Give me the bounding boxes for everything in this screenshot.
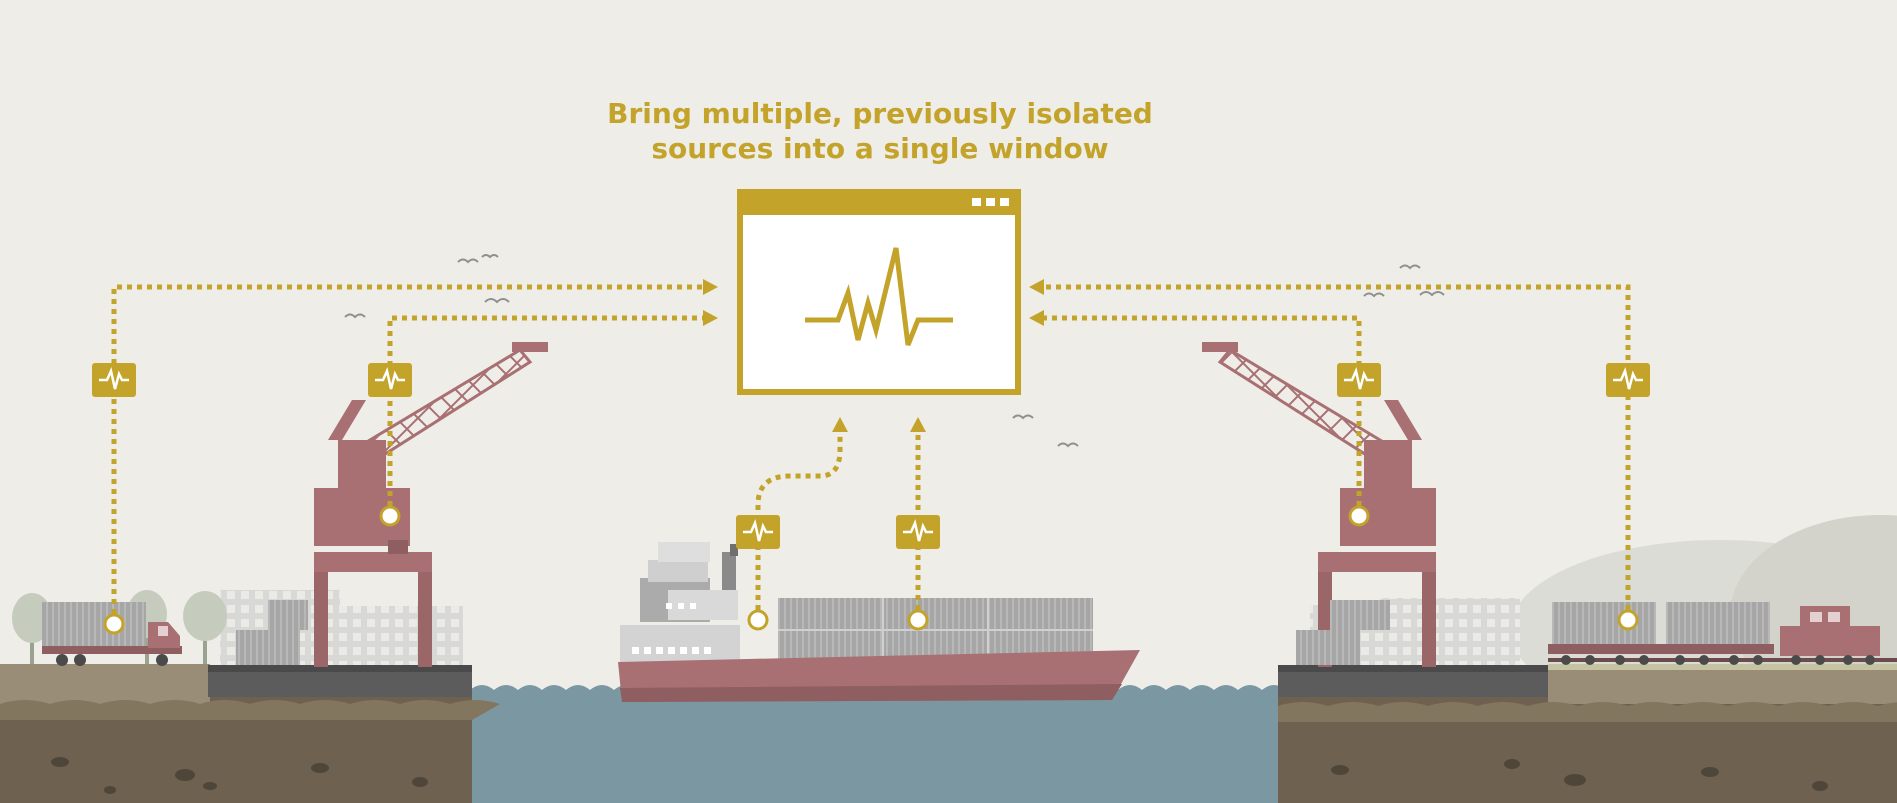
train [1548,602,1897,665]
pulse-icon [92,363,136,397]
node-icon-ship-containers [907,609,929,631]
arrow-up-icon [832,417,848,432]
arrow-left-icon [1029,310,1044,326]
signal-window-icon [737,189,1021,395]
crane-left [314,342,548,667]
arrow-up-icon [910,417,926,432]
connector-truck [111,284,703,624]
arrowheads [703,279,1044,432]
node-icon-train [1617,609,1639,631]
pulse-icon [368,363,412,397]
pulse-icon [1337,363,1381,397]
truck [42,602,182,666]
container-ship [618,542,1140,702]
birds [344,254,1445,448]
pulse-badges [92,363,1650,549]
pulse-icon [736,515,780,549]
pulse-icon [896,515,940,549]
arrow-right-icon [703,310,718,326]
node-icon-right-crane [1348,505,1370,527]
dock-containers [236,600,1390,665]
headline-line-2: sources into a single window [651,132,1109,165]
headline-line-1: Bring multiple, previously isolated [607,97,1153,130]
pulse-icon [1606,363,1650,397]
node-icon-truck [103,613,125,635]
connector-ship-bridge [755,430,843,620]
connector-train [1044,284,1631,620]
node-icon-left-crane [379,505,401,527]
harbor-water [470,685,1286,803]
left-shore [0,664,500,803]
waveform-icon [805,247,953,346]
node-icon-ship-bridge [747,609,769,631]
source-points [103,505,1639,635]
arrow-right-icon [703,279,718,295]
right-shore [1278,664,1897,803]
arrow-left-icon [1029,279,1044,295]
headline: Bring multiple, previously isolated sour… [560,96,1200,166]
